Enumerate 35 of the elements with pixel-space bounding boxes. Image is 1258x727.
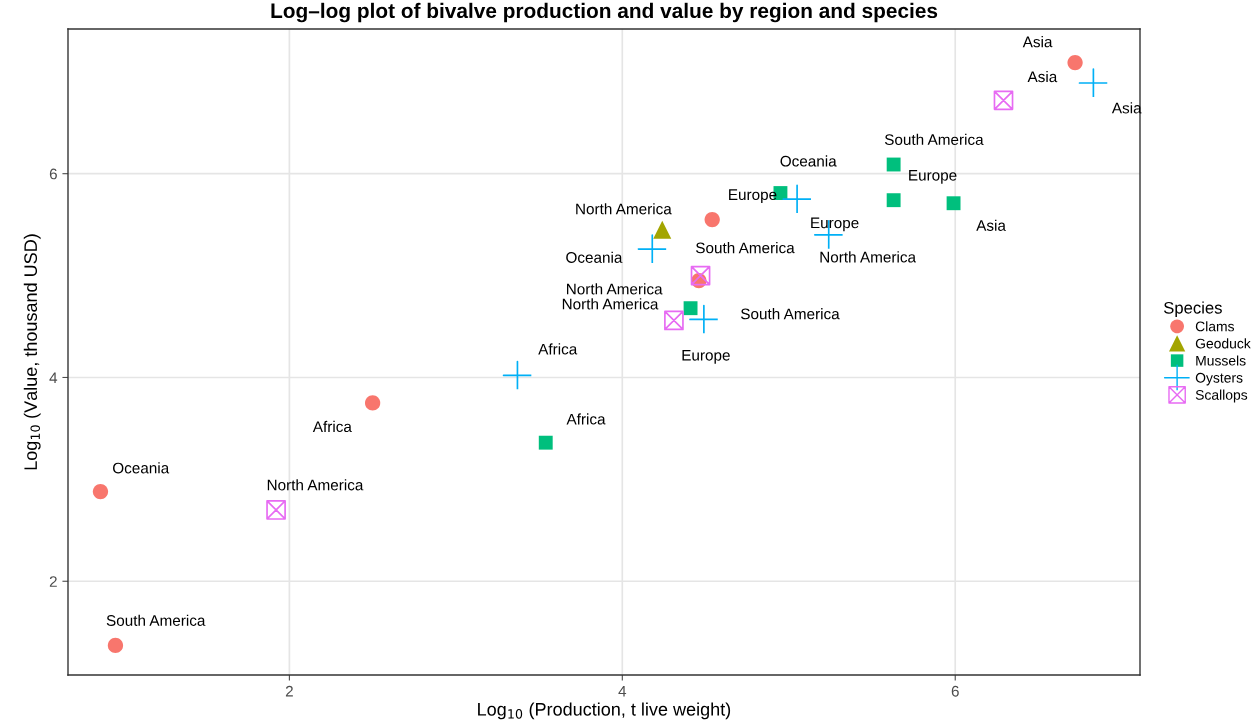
- x-tick-label: 6: [951, 685, 959, 697]
- annotation: Africa: [566, 413, 606, 425]
- x-axis-title: Log$_{10}$ (Production, t live weight): [478, 702, 731, 720]
- chart-title: Log–log plot of bivalve production and value by region and species: [271, 2, 938, 23]
- annotation: South America: [106, 614, 206, 626]
- annotation: North America: [567, 283, 663, 295]
- y-tick-label: 4: [49, 372, 58, 384]
- annotation: South America: [884, 133, 984, 146]
- legend-label: Geoduck: [1195, 338, 1251, 349]
- y-tick-label: 2: [49, 576, 57, 587]
- annotation: North America: [576, 203, 672, 215]
- annotation: Oceania: [780, 155, 837, 167]
- x-tick-label: 2: [285, 685, 293, 697]
- annotation: Africa: [312, 420, 352, 433]
- annotation: North America: [562, 298, 659, 310]
- annotation: North America: [820, 251, 917, 263]
- annotation: Asia: [1027, 70, 1058, 83]
- annotation: South America: [696, 242, 795, 254]
- annotation: South America: [741, 308, 840, 320]
- y-axis-title: Log$_{10}$ (Value, thousand USD): [23, 234, 41, 470]
- x-tick-label: 4: [618, 685, 627, 697]
- annotation: Europe: [909, 170, 957, 184]
- legend-label: Clams: [1195, 321, 1235, 332]
- legend-label: Oysters: [1195, 372, 1243, 386]
- y-tick-label: 6: [49, 168, 57, 180]
- annotation: Europe: [682, 349, 730, 364]
- annotation: Asia: [1022, 36, 1053, 48]
- legend-label: Scallops: [1195, 389, 1248, 403]
- annotation: Oceania: [566, 251, 623, 263]
- legend-label: Mussels: [1196, 355, 1246, 366]
- annotation: Oceania: [113, 462, 170, 474]
- annotation: Africa: [538, 343, 578, 355]
- annotation: Asia: [976, 219, 1006, 231]
- annotation: North America: [267, 479, 364, 491]
- legend-title: Species: [1163, 301, 1222, 317]
